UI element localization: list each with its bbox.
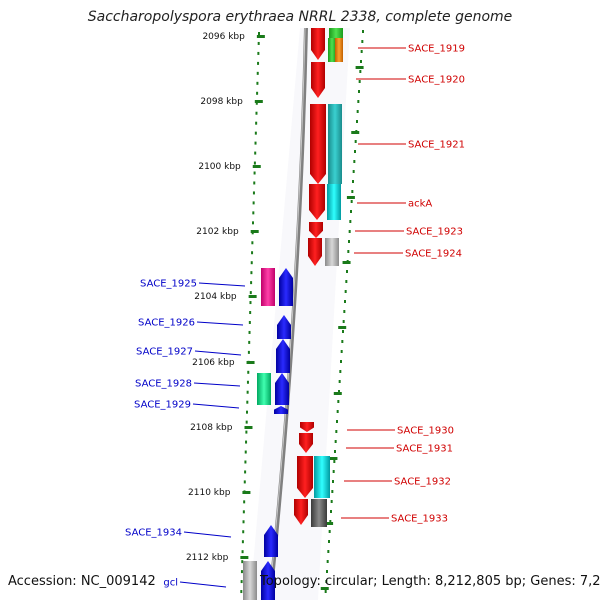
ruler-dots [240, 30, 364, 594]
gene-block-sace-1919b [335, 38, 343, 62]
gene-label-reverse: SACE_1928 [135, 379, 192, 390]
gene-label-reverse: SACE_1925 [140, 279, 197, 290]
gene-arrow-sace-1929 [274, 406, 288, 414]
tick-mark [256, 35, 265, 38]
tick-mark-right [346, 196, 355, 199]
tick-mark-right [329, 457, 338, 460]
tick-mark-right [338, 326, 347, 329]
tick-label: 2100 kbp [198, 162, 241, 172]
tick-mark-right [355, 66, 364, 69]
tick-labels: 2096 kbp 2098 kbp 2100 kbp 2102 kbp 2104 kbp… [186, 32, 245, 563]
gene-arrow-sace-1931 [299, 433, 313, 453]
callout-line [193, 382, 241, 387]
gene-label-forward: SACE_1933 [391, 514, 448, 525]
gene-arrow-sace-1930 [300, 422, 314, 432]
tick-label: 2106 kbp [192, 358, 235, 368]
gene-block-sace-1932-outer [314, 456, 330, 498]
accession-text: Accession: NC_009142 [8, 574, 156, 589]
tick-label: 2096 kbp [202, 32, 245, 42]
gene-label-forward: SACE_1921 [408, 140, 465, 151]
tick-mark [242, 491, 251, 494]
tick-label: 2104 kbp [194, 292, 237, 302]
gene-block-green-top [329, 28, 343, 38]
gene-arrow-sace-1933 [294, 499, 308, 525]
gene-arrow-sace-1925 [279, 268, 293, 306]
gene-arrow-sace-1934 [264, 525, 278, 557]
gene-arrow-sace-1928 [275, 373, 289, 405]
tick-label: 2110 kbp [188, 488, 231, 498]
gene-arrow-sace-1927 [276, 339, 290, 373]
tick-mark-right [342, 261, 351, 264]
tick-mark-right [320, 587, 329, 590]
tick-label: 2108 kbp [190, 423, 233, 433]
tick-mark [254, 100, 263, 103]
gene-label-forward: SACE_1932 [394, 477, 451, 488]
gene-label-forward: ackA [408, 199, 432, 210]
callout-line [198, 282, 246, 287]
gene-label-reverse: SACE_1934 [125, 528, 182, 539]
gene-arrow-sace-1923 [309, 222, 323, 238]
gene-arrow-sace-1926 [277, 315, 291, 339]
callout-lines [179, 47, 406, 588]
callout-line [194, 350, 242, 356]
tick-mark-right [325, 522, 334, 525]
gene-block-sace-1924-outer [325, 238, 339, 266]
map-title: Saccharopolyspora erythraea NRRL 2338, c… [87, 9, 513, 25]
gene-block-sace-1928-inner [257, 373, 271, 405]
gene-label-forward: SACE_1931 [396, 444, 453, 455]
tick-mark [248, 295, 257, 298]
gene-block-sace-1925-inner [261, 268, 275, 306]
topology-summary: Topology: circular; Length: 8,212,805 bp… [260, 574, 600, 589]
gene-arrow-gcl [261, 561, 275, 600]
gene-label-reverse: gcl [163, 578, 178, 589]
gene-labels: SACE_1919 SACE_1920 SACE_1921 ackA SACE_1923… [125, 44, 465, 589]
genome-backbone-highlight [268, 27, 306, 600]
gene-label-forward: SACE_1923 [406, 227, 463, 238]
gene-block-sace-1919a [328, 38, 336, 62]
gene-arrow-sace-1921 [310, 104, 326, 184]
ruler-right-dots [324, 30, 364, 593]
callout-line [183, 531, 232, 538]
gene-block-sace-1933-outer [311, 499, 327, 527]
tick-label: 2112 kbp [186, 553, 229, 563]
gene-label-reverse: SACE_1927 [136, 347, 193, 358]
feature-arrows [243, 28, 343, 600]
tick-label: 2098 kbp [200, 97, 243, 107]
gene-label-forward: SACE_1930 [397, 426, 454, 437]
gene-arrow-sace-1920 [311, 62, 325, 98]
gene-arrow-sace-1924 [308, 238, 322, 266]
gene-block-acka-outer [327, 184, 341, 220]
tick-mark [244, 426, 253, 429]
tick-mark [246, 361, 255, 364]
tick-mark [252, 165, 261, 168]
callout-line [196, 321, 244, 326]
gene-label-reverse: SACE_1929 [134, 400, 191, 411]
genome-backbone [268, 27, 308, 600]
gene-block-sace-1921-outer [328, 104, 342, 184]
gene-label-reverse: SACE_1926 [138, 318, 195, 329]
gene-arrow-sace-1932 [297, 456, 313, 498]
tick-label: 2102 kbp [196, 227, 239, 237]
callout-line [192, 403, 240, 409]
tick-mark-right [333, 392, 342, 395]
tick-mark [240, 556, 249, 559]
tick-mark [250, 230, 259, 233]
ruler-left-dots [240, 32, 260, 594]
gene-label-forward: SACE_1924 [405, 249, 462, 260]
gene-label-forward: SACE_1920 [408, 75, 465, 86]
tick-mark-right [351, 131, 360, 134]
gene-arrow-acka [309, 184, 325, 220]
gene-block-gcl-inner [243, 561, 257, 600]
gene-label-forward: SACE_1919 [408, 44, 465, 55]
gene-arrow-sace-1918 [311, 28, 325, 60]
callout-line [179, 581, 227, 588]
